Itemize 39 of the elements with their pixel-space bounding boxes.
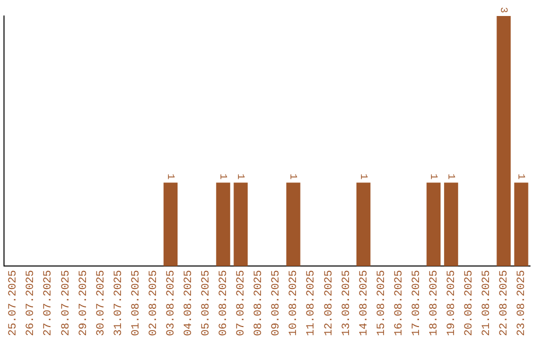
x-tick-label: 04.08.2025 <box>183 270 196 336</box>
x-tick-label: 15.08.2025 <box>376 270 388 336</box>
data-label: 1 <box>356 174 368 180</box>
x-tick-label: 31.07.2025 <box>112 270 125 336</box>
x-tick-label: 11.08.2025 <box>306 270 318 336</box>
x-tick-label: 03.08.2025 <box>165 270 178 336</box>
x-tick-label: 29.07.2025 <box>78 270 90 336</box>
x-tick-label: 01.08.2025 <box>130 270 142 336</box>
x-tick-label: 25.07.2025 <box>8 270 20 336</box>
x-tick-label: 10.08.2025 <box>288 270 300 336</box>
x-tick-label: 18.08.2025 <box>428 270 440 336</box>
x-tick-label: 05.08.2025 <box>200 270 213 336</box>
data-label: 3 <box>497 6 508 13</box>
x-tick-label: 19.08.2025 <box>446 270 458 336</box>
x-tick-label: 14.08.2025 <box>358 270 370 336</box>
x-tick-label: 21.08.2025 <box>481 270 494 336</box>
x-tick-label: 13.08.2025 <box>340 270 353 336</box>
data-label: 1 <box>216 174 228 180</box>
data-label: 1 <box>444 174 456 180</box>
x-tick-label: 16.08.2025 <box>393 270 406 336</box>
x-tick-label: 20.08.2025 <box>464 270 476 336</box>
data-label: 1 <box>286 174 298 180</box>
x-tick-label: 28.07.2025 <box>60 270 72 336</box>
data-label: 1 <box>234 174 246 180</box>
data-label: 1 <box>514 174 526 180</box>
data-label: 1 <box>164 174 175 180</box>
x-tick-label: 09.08.2025 <box>270 270 283 336</box>
x-tick-label: 22.08.2025 <box>498 270 511 336</box>
x-tick-label: 07.08.2025 <box>236 270 248 336</box>
x-tick-label: 26.07.2025 <box>25 270 38 336</box>
x-tick-label: 17.08.2025 <box>410 270 423 336</box>
x-tick-label: 12.08.2025 <box>323 270 336 336</box>
x-tick-label: 02.08.2025 <box>148 270 160 336</box>
data-label: 1 <box>426 174 438 180</box>
x-tick-label: 30.07.2025 <box>95 270 108 336</box>
x-tick-label: 08.08.2025 <box>253 270 266 336</box>
x-tick-label: 06.08.2025 <box>218 270 230 336</box>
x-tick-label: 23.08.2025 <box>516 270 528 336</box>
x-tick-label: 27.07.2025 <box>42 270 55 336</box>
